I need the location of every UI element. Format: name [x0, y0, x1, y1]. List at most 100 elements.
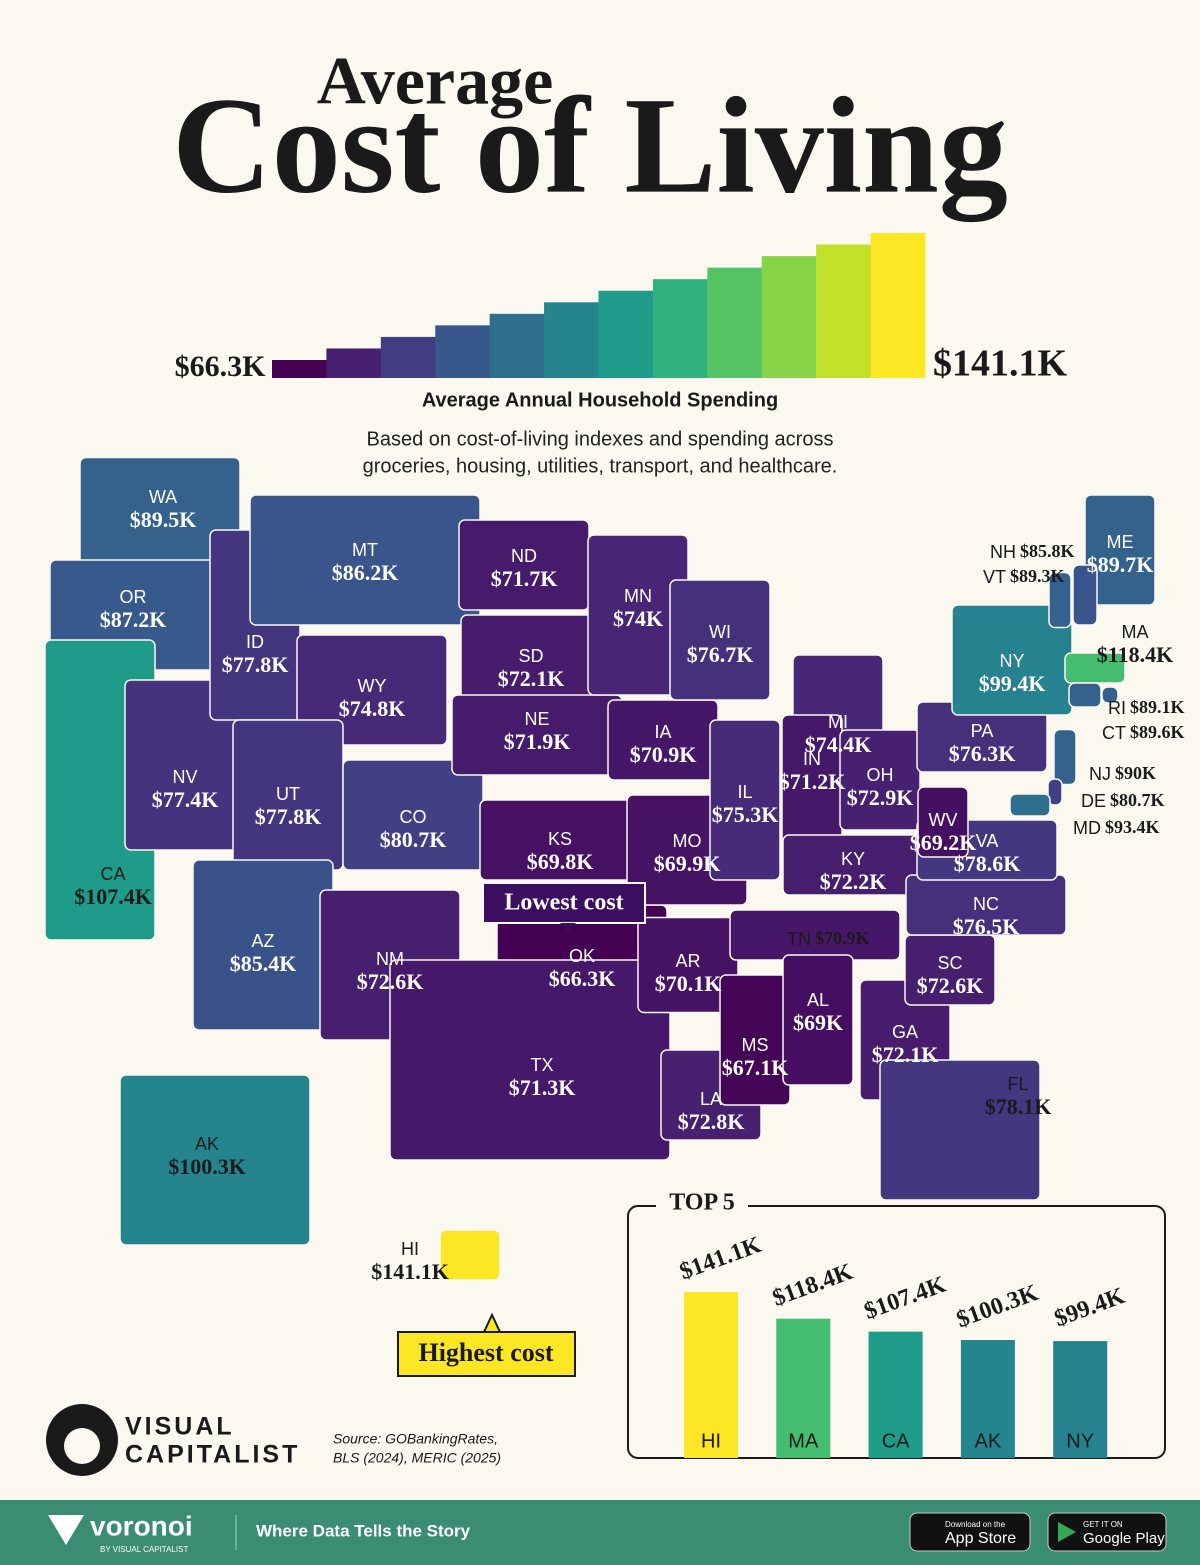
state-value: $72.1K: [872, 1042, 939, 1067]
state-abbr: NC: [973, 894, 999, 914]
callout-pointer: [482, 1312, 502, 1333]
brand-logo: [64, 1428, 100, 1464]
state-value: $69.8K: [527, 849, 594, 874]
state-value: $118.4K: [1097, 642, 1173, 667]
state: [1048, 571, 1072, 629]
state-value: $72.6K: [917, 973, 984, 998]
state-abbr: FL: [1007, 1074, 1028, 1094]
state-value: $72.6K: [357, 969, 424, 994]
legend-step: [544, 302, 599, 378]
state-abbr: PA: [971, 721, 994, 741]
state-value: $72.2K: [820, 869, 887, 894]
google-play-small: GET IT ON: [1083, 1520, 1123, 1529]
state-value: $74.8K: [339, 696, 406, 721]
state: [709, 719, 781, 881]
state-abbr: MD: [1073, 818, 1101, 838]
title-backdrop: [656, 1190, 748, 1220]
state-value: $85.4K: [230, 951, 297, 976]
source: BLS (2024), MERIC (2025): [333, 1450, 501, 1466]
bar: [1053, 1341, 1108, 1458]
map-labels: WA$89.5KOR$87.2KCA$107.4KNV$77.4KID$77.8…: [74, 487, 1184, 1284]
chart-title: TOP 5: [669, 1190, 735, 1216]
state-abbr: CT: [1102, 723, 1126, 743]
note: Based on cost-of-living indexes and spen…: [367, 428, 834, 450]
google-play-button[interactable]: [1047, 1512, 1167, 1552]
state-abbr: IA: [654, 722, 671, 742]
state-value: $89.5K: [130, 507, 197, 532]
x-tick-label: AK: [975, 1430, 1002, 1452]
state-abbr: OR: [120, 587, 147, 607]
state-value: $72.1K: [498, 666, 565, 691]
state-value: $78.1K: [985, 1094, 1052, 1119]
state-value: $67.1K: [722, 1055, 789, 1080]
state-abbr: CO: [400, 807, 427, 827]
state-abbr: WA: [149, 487, 177, 507]
title: Cost of Living: [172, 69, 1008, 222]
state-abbr: TN: [787, 929, 811, 949]
state-abbr: ND: [511, 546, 537, 566]
state-value: $74K: [613, 606, 663, 631]
callout-text: Lowest cost: [504, 890, 623, 916]
state-abbr: UT: [276, 784, 300, 804]
state: [119, 1074, 311, 1246]
state-abbr: AK: [195, 1134, 219, 1154]
app-store-small: Download on the: [945, 1520, 1006, 1529]
state-abbr: MS: [742, 1035, 769, 1055]
state-abbr: MN: [624, 586, 652, 606]
callout-box: [482, 882, 646, 924]
state: [669, 579, 771, 701]
state-value: $76.5K: [953, 914, 1020, 939]
legend-step: [598, 290, 654, 378]
state-abbr: AZ: [251, 931, 274, 951]
state-value: $93.4K: [1105, 817, 1160, 837]
state-value: $66.3K: [549, 966, 616, 991]
state-abbr: IL: [737, 782, 752, 802]
top5-chart: TOP 5 HI$141.1KMA$118.4KCA$107.4KAK$100.…: [627, 1190, 1166, 1459]
state-abbr: NY: [999, 651, 1024, 671]
state-value: $69.9K: [654, 851, 721, 876]
state-abbr: ID: [246, 632, 264, 652]
source: Source: GOBankingRates,: [333, 1431, 498, 1447]
state-abbr: CA: [100, 864, 125, 884]
state-abbr: MO: [673, 831, 702, 851]
title-small: Average: [317, 43, 554, 119]
state-abbr: GA: [892, 1022, 918, 1042]
state-value: $141.1K: [371, 1259, 449, 1284]
state: [1072, 564, 1098, 626]
state: [1047, 778, 1063, 806]
state-value: $99.4K: [979, 671, 1046, 696]
state-value: $70.1K: [655, 971, 722, 996]
state-value: $89.7K: [1087, 552, 1154, 577]
footer-logo-mark: [48, 1515, 84, 1545]
brand-name: VISUAL: [125, 1413, 235, 1441]
state-abbr: NE: [524, 709, 549, 729]
legend-min: $66.3K: [175, 350, 267, 383]
footer: voronoi BY VISUAL CAPITALIST Where Data …: [0, 1500, 1200, 1565]
state-abbr: VT: [983, 567, 1006, 587]
x-tick-label: MA: [788, 1430, 819, 1452]
app-store-button[interactable]: [909, 1512, 1031, 1552]
state-abbr: MT: [352, 540, 378, 560]
state: [879, 1059, 1041, 1201]
state-abbr: OH: [867, 765, 894, 785]
state-value: $78.6K: [954, 851, 1021, 876]
map: [44, 456, 1156, 1281]
x-tick-label: HI: [701, 1430, 721, 1452]
state-value: $107.4K: [74, 884, 152, 909]
state-value: $76.3K: [949, 741, 1016, 766]
bar: [776, 1318, 831, 1458]
state-value: $85.8K: [1020, 541, 1075, 561]
state-abbr: LA: [700, 1089, 722, 1109]
state-abbr: WY: [358, 676, 387, 696]
state-abbr: AR: [675, 951, 700, 971]
state-value: $90K: [1115, 763, 1156, 783]
state-value: $74.4K: [805, 732, 872, 757]
bar: [868, 1331, 923, 1458]
note: groceries, housing, utilities, transport…: [363, 455, 838, 477]
state-value: $72.8K: [678, 1109, 745, 1134]
brand: VISUAL CAPITALIST Source: GOBankingRates…: [46, 1404, 501, 1476]
state-value: $72.9K: [847, 785, 914, 810]
state-value: $75.3K: [712, 802, 779, 827]
app-store-text: App Store: [945, 1530, 1016, 1547]
